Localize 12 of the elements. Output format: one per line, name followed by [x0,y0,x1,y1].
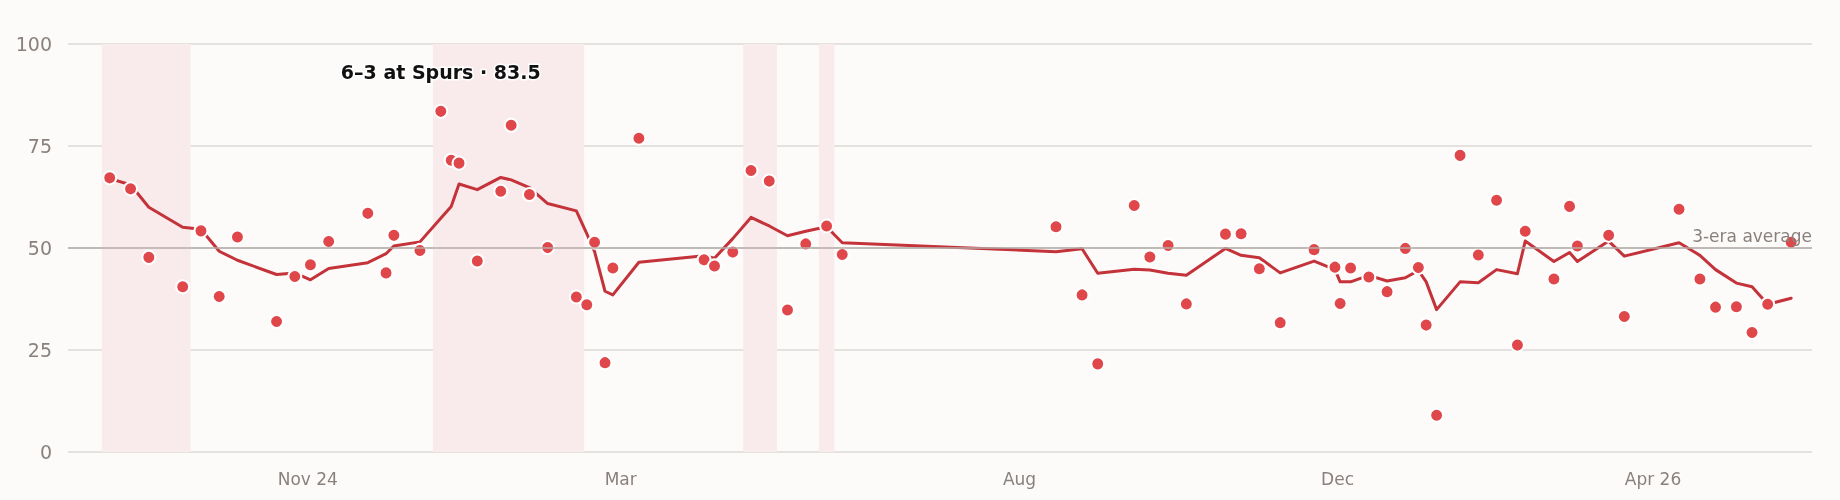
ref-line-label: 3-era average [1692,225,1812,246]
x-tick-label: Nov 24 [277,468,338,489]
annotation: 6–3 at Spurs · 83.5 [340,61,541,84]
x-tick-label: Aug [1002,468,1037,489]
x-tick-label: Apr 26 [1624,468,1682,489]
y-tick-label: 25 [27,339,52,361]
x-tick-label: Mar [604,468,637,489]
y-tick-label: 50 [27,237,52,259]
y-tick-label: 0 [39,441,52,463]
y-tick-label: 100 [15,33,52,55]
x-tick-label: Dec [1321,468,1354,489]
y-tick-label: 75 [27,135,52,157]
